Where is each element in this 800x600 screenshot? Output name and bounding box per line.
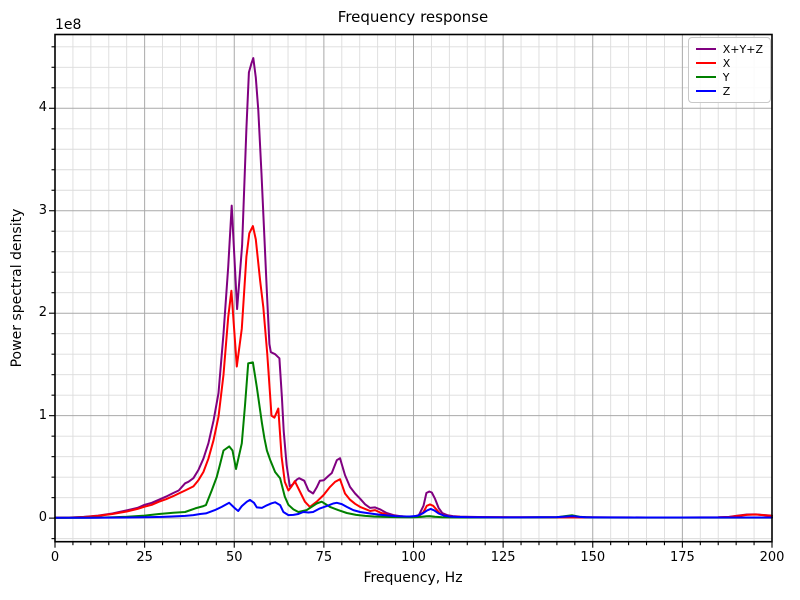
legend-item: X (695, 56, 763, 70)
x-axis-label: Frequency, Hz (363, 570, 463, 586)
x-tick-label: 25 (136, 549, 153, 565)
series-line-Z (54, 498, 773, 519)
legend-item: Z (695, 84, 763, 98)
legend-label: X+Y+Z (722, 42, 763, 56)
y-tick-label: 0 (38, 510, 47, 526)
x-tick-label: 50 (225, 549, 243, 565)
y-axis-label: Power spectral density (9, 208, 25, 368)
x-tick-label: 75 (315, 549, 333, 565)
legend-swatch-icon (695, 76, 716, 78)
x-tick-label: 175 (669, 549, 695, 565)
legend: X+Y+Z X Y Z (687, 37, 771, 103)
axes-spines (54, 33, 773, 543)
legend-label: Y (722, 70, 730, 84)
x-tick-label: 125 (490, 549, 516, 565)
chart-title: Frequency response (337, 8, 489, 26)
y-tick-label: 1 (38, 407, 47, 423)
legend-item: X+Y+Z (695, 42, 763, 56)
x-tick-label: 200 (759, 549, 785, 565)
y-axis-offset-label: 1e8 (55, 17, 82, 33)
y-tick-label: 4 (38, 100, 47, 116)
legend-swatch-icon (695, 62, 716, 64)
legend-swatch-icon (695, 90, 716, 92)
x-tick-label: 0 (50, 549, 60, 565)
y-tick-label: 2 (38, 305, 47, 321)
legend-label: Z (722, 84, 731, 98)
y-tick-label: 3 (38, 202, 47, 218)
x-tick-label: 100 (401, 549, 426, 565)
series-lines-group (54, 57, 773, 519)
legend-swatch-icon (695, 48, 716, 50)
legend-label: X (722, 56, 731, 70)
legend-item: Y (695, 70, 763, 84)
x-tick-label: 150 (580, 549, 606, 565)
